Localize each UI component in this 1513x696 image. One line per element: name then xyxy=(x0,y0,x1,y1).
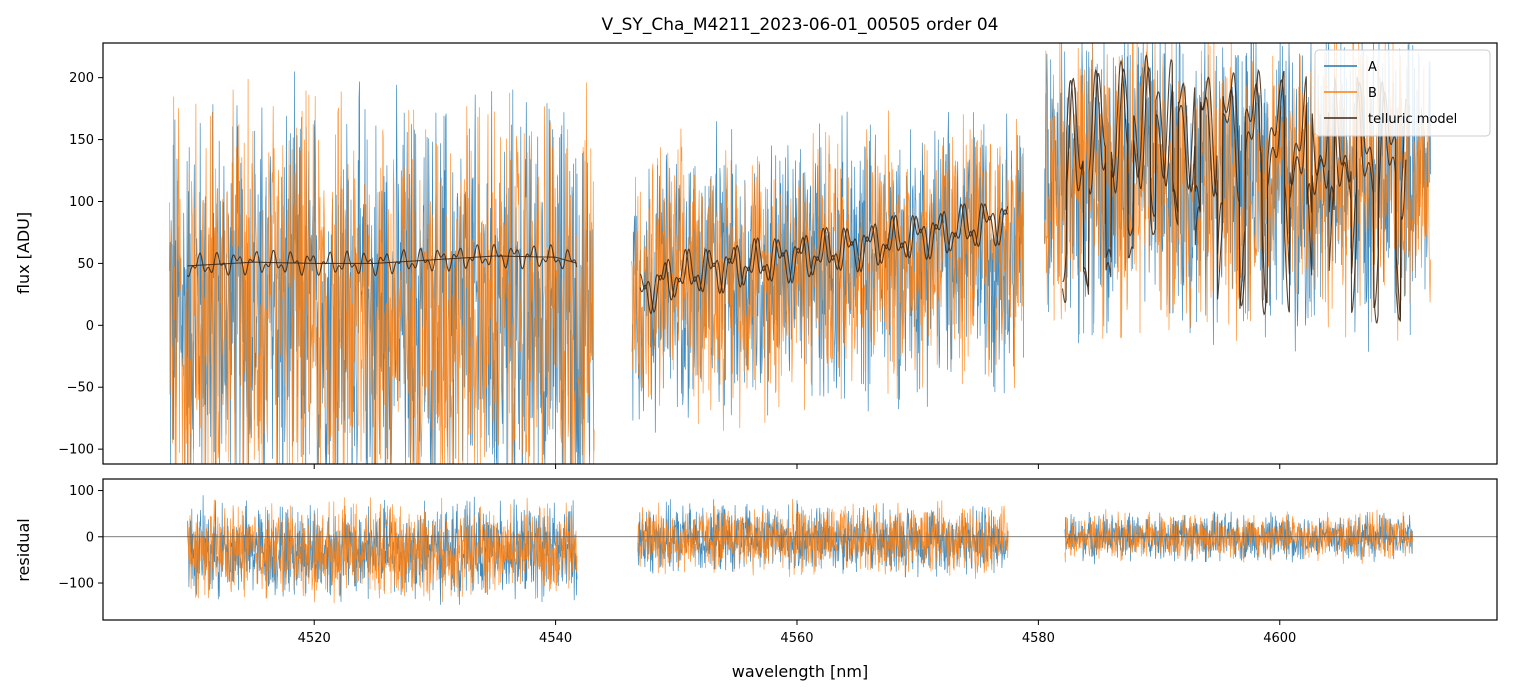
top-x-ticks xyxy=(313,464,1281,469)
legend-label-a: A xyxy=(1368,60,1377,75)
residual-b-segment-3 xyxy=(1064,509,1413,564)
telluric-model-segment-2 xyxy=(639,203,1009,313)
top-y-axis-label: flux [ADU] xyxy=(14,212,33,294)
legend-label-b: B xyxy=(1368,86,1377,101)
bottom-x-tick-label: 4600 xyxy=(1263,631,1296,646)
top-y-tick-label: −50 xyxy=(67,381,94,396)
top-y-tick-label: −100 xyxy=(58,443,94,458)
bottom-panel: −100 0 100 4520 4540 4560 4580 4600 residual w… xyxy=(14,478,1498,681)
bottom-x-tick-label: 4560 xyxy=(780,631,813,646)
telluric-model-segment-2 xyxy=(639,202,1009,315)
top-y-tick-label: 100 xyxy=(69,195,94,210)
top-data xyxy=(169,43,1431,464)
top-y-ticks: −100 −50 0 50 100 150 200 xyxy=(58,71,103,458)
telluric-model-segment-1 xyxy=(187,255,577,267)
telluric-model-segment-3 xyxy=(1062,54,1407,321)
spectrum-b-segment-1 xyxy=(169,78,595,464)
bottom-x-tick-label: 4520 xyxy=(298,631,331,646)
telluric-model-segment-3 xyxy=(1061,66,1407,324)
legend-box xyxy=(1314,49,1491,137)
top-y-tick-label: 200 xyxy=(69,71,94,86)
bottom-y-tick-label: 0 xyxy=(86,530,94,545)
top-panel: −100 −50 0 50 100 150 200 flux [ADU] A B tellu… xyxy=(14,42,1498,469)
top-y-tick-label: 50 xyxy=(77,257,94,272)
bottom-x-tick-label: 4580 xyxy=(1022,631,1055,646)
residual-b-segment-1 xyxy=(187,497,578,604)
legend-label-telluric: telluric model xyxy=(1368,112,1457,127)
bottom-y-axis-label: residual xyxy=(14,518,33,581)
bottom-y-tick-label: −100 xyxy=(58,577,94,592)
top-y-tick-label: 150 xyxy=(69,133,94,148)
spectrum-b-segment-3 xyxy=(1044,43,1431,341)
bottom-axes-frame xyxy=(102,478,1498,621)
legend: A B telluric model xyxy=(1314,49,1491,137)
top-y-tick-label: 0 xyxy=(86,319,94,334)
telluric-model-segment-1 xyxy=(187,243,578,278)
chart-title: V_SY_Cha_M4211_2023-06-01_00505 order 04 xyxy=(602,15,999,35)
spectrum-b-segment-2 xyxy=(631,110,1024,431)
residual-b-segment-2 xyxy=(637,498,1009,579)
bottom-x-tick-label: 4540 xyxy=(539,631,572,646)
bottom-y-tick-label: 100 xyxy=(69,484,94,499)
bottom-data xyxy=(103,495,1497,605)
x-axis-label: wavelength [nm] xyxy=(732,662,869,681)
bottom-y-ticks: −100 0 100 xyxy=(58,484,103,592)
top-axes-frame xyxy=(102,42,1498,465)
spectrum-a-segment-3 xyxy=(1044,43,1431,352)
bottom-x-ticks: 4520 4540 4560 4580 4600 xyxy=(298,620,1296,646)
